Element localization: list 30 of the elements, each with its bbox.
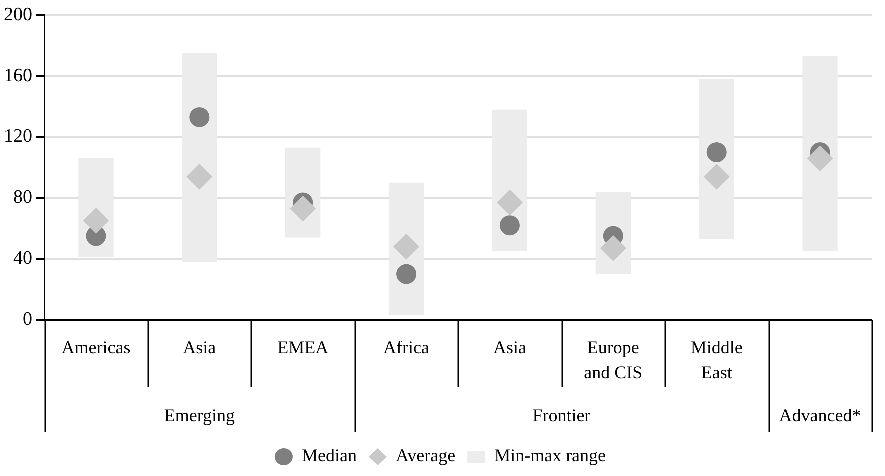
text: Emerging — [164, 406, 235, 426]
y-tick-label: 80 — [14, 187, 32, 208]
point — [396, 264, 417, 284]
point — [190, 107, 210, 128]
point — [290, 196, 316, 222]
point — [496, 190, 523, 216]
point — [394, 234, 420, 260]
x-tick-label: Europe and CIS — [584, 338, 643, 383]
text: Frontier — [532, 406, 591, 426]
point — [600, 235, 626, 262]
x-tick-label: Middle East — [690, 338, 743, 383]
y-tick-label: 160 — [4, 65, 32, 86]
y-tick-label: 120 — [4, 126, 32, 148]
text: Advanced* — [779, 406, 862, 426]
y-tick-label: 200 — [4, 4, 32, 26]
x-tick-label: Americas — [62, 338, 131, 358]
x-tick-label: EMEA — [278, 338, 329, 358]
legend-label: Min-max range — [494, 446, 606, 466]
x-tick-label: Africa — [384, 338, 430, 358]
point — [500, 216, 520, 236]
legend-label: Average — [396, 446, 456, 466]
legend-label: Median — [302, 446, 357, 466]
x-tick-label: Asia — [493, 338, 526, 358]
point — [706, 142, 727, 162]
point — [807, 146, 834, 172]
point — [704, 164, 730, 190]
point — [186, 164, 213, 190]
y-tick-label: 0 — [23, 308, 32, 330]
x-tick-label: Asia — [183, 338, 216, 358]
y-tick-label: 40 — [14, 248, 32, 270]
